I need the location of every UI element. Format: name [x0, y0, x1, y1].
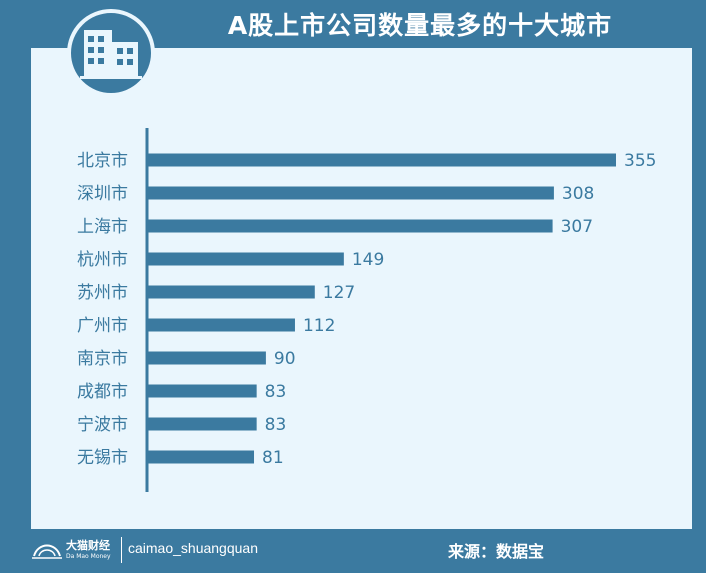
data-label: 355 — [624, 151, 656, 171]
data-source: 来源：数据宝 — [448, 542, 545, 561]
category-label: 上海市 — [77, 217, 128, 237]
category-label: 宁波市 — [77, 415, 128, 435]
data-label: 90 — [274, 349, 296, 369]
brand-name: 大猫财经 — [66, 539, 110, 552]
data-label: 308 — [562, 184, 594, 204]
brand-name-en: Da Mao Money — [66, 553, 111, 560]
bar — [147, 219, 553, 233]
category-label: 北京市 — [77, 151, 128, 171]
data-label: 81 — [262, 448, 284, 468]
data-label: 127 — [323, 283, 355, 303]
bar — [147, 252, 344, 266]
data-label: 149 — [352, 250, 384, 270]
bar — [147, 351, 266, 365]
category-label: 苏州市 — [77, 283, 128, 303]
data-label: 83 — [265, 382, 287, 402]
chart-panel — [31, 48, 692, 529]
data-label: 307 — [561, 217, 593, 237]
bar — [147, 285, 315, 299]
category-label: 南京市 — [77, 349, 128, 369]
category-label: 广州市 — [77, 316, 128, 336]
bar — [147, 186, 554, 200]
building-icon — [67, 9, 155, 97]
category-label: 杭州市 — [77, 250, 128, 270]
data-label: 83 — [265, 415, 287, 435]
bar — [147, 450, 255, 464]
social-handle: caimao_shuangquan — [128, 540, 258, 556]
bar — [147, 417, 257, 431]
data-label: 112 — [303, 316, 335, 336]
bar — [147, 318, 295, 332]
damao-logo-icon — [32, 544, 62, 559]
category-label: 成都市 — [77, 382, 128, 402]
category-label: 深圳市 — [77, 184, 128, 204]
footer-divider — [121, 537, 122, 563]
category-label: 无锡市 — [77, 448, 128, 468]
bar — [147, 153, 616, 167]
chart-title: A股上市公司数量最多的十大城市 — [227, 11, 613, 40]
bar — [147, 384, 257, 398]
